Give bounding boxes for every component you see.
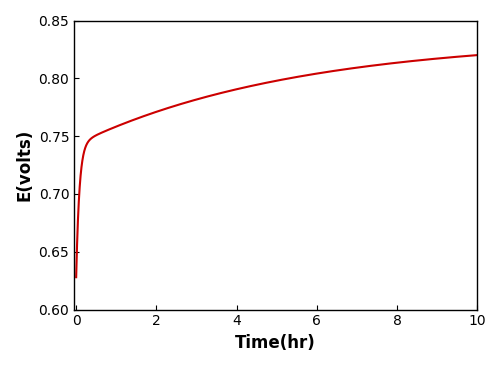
Y-axis label: E(volts): E(volts) — [15, 129, 33, 201]
X-axis label: Time(hr): Time(hr) — [235, 334, 316, 352]
